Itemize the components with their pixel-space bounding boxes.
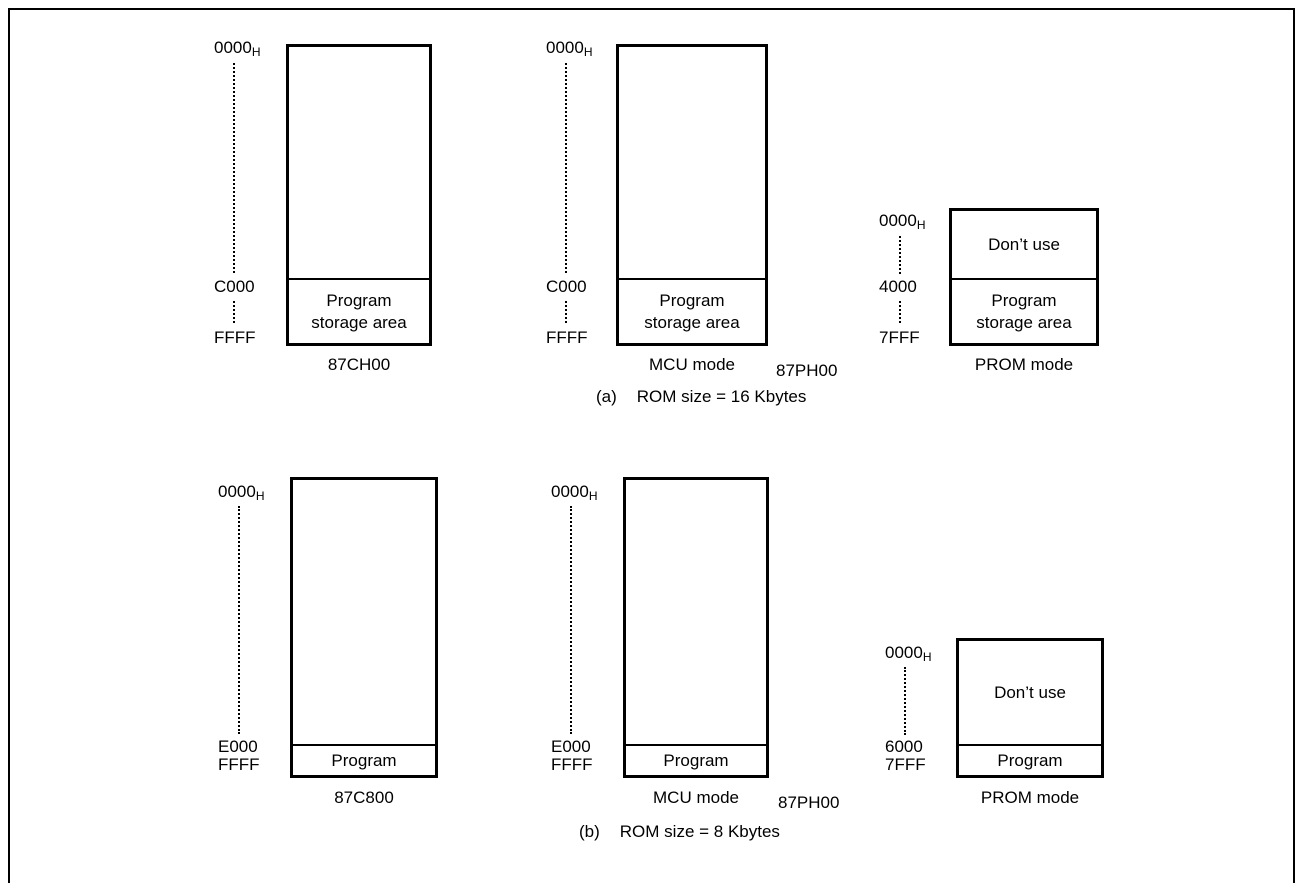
start-address: 0000H	[214, 38, 261, 59]
region-divider	[626, 744, 766, 746]
end-address: FFFF	[551, 755, 593, 774]
program-storage-area: Program storage area	[311, 290, 407, 332]
start-address: 0000H	[879, 211, 926, 232]
start-address: 0000H	[551, 482, 598, 503]
memory-block: Program	[623, 477, 769, 778]
start-address: 0000H	[885, 643, 932, 664]
caption-letter: (a)	[596, 387, 617, 406]
device-name: 87CH00	[327, 355, 391, 374]
address-dots	[233, 63, 235, 273]
dont-use-area: Don’t use	[994, 682, 1066, 702]
boundary-address: C000	[214, 277, 255, 296]
program-area: Program	[331, 750, 397, 770]
address-dots	[233, 301, 235, 323]
address-dots	[570, 506, 572, 734]
mode-name: PROM mode	[974, 355, 1074, 374]
address-dots	[565, 301, 567, 323]
start-address: 0000H	[546, 38, 593, 59]
memory-block: Program storage area	[286, 44, 432, 346]
program-area: Program	[663, 750, 729, 770]
mode-name: PROM mode	[980, 788, 1080, 807]
caption-a: (a) ROM size = 16 Kbytes	[596, 387, 806, 407]
boundary-address: C000	[546, 277, 587, 296]
program-storage-area: Program storage area	[976, 290, 1072, 332]
boundary-address: E000	[551, 737, 591, 756]
caption-letter: (b)	[579, 822, 600, 841]
dont-use-area: Don’t use	[988, 234, 1060, 254]
program-storage-area: Program storage area	[644, 290, 740, 332]
boundary-address: E000	[218, 737, 258, 756]
boundary-address: 4000	[879, 277, 917, 296]
memory-block: Don’t use Program storage area	[949, 208, 1099, 346]
boundary-address: 6000	[885, 737, 923, 756]
part-number: 87PH00	[778, 793, 840, 812]
mode-name: MCU mode	[649, 355, 735, 374]
memory-block: Program storage area	[616, 44, 768, 346]
program-area: Program	[997, 750, 1063, 770]
memory-block: Don’t use Program	[956, 638, 1104, 778]
end-address: FFFF	[546, 328, 588, 347]
region-divider	[959, 744, 1101, 746]
region-divider	[293, 744, 435, 746]
memory-block: Program	[290, 477, 438, 778]
region-divider	[619, 278, 765, 280]
device-name: 87C800	[334, 788, 394, 807]
address-dots	[238, 506, 240, 734]
figure-frame	[8, 8, 1295, 883]
region-divider	[952, 278, 1096, 280]
end-address: FFFF	[214, 328, 256, 347]
start-address: 0000H	[218, 482, 265, 503]
end-address: 7FFF	[885, 755, 926, 774]
address-dots	[899, 301, 901, 323]
caption-b: (b) ROM size = 8 Kbytes	[579, 822, 780, 842]
caption-text: ROM size = 16 Kbytes	[636, 387, 807, 406]
end-address: FFFF	[218, 755, 260, 774]
address-dots	[904, 667, 906, 735]
caption-text: ROM size = 8 Kbytes	[619, 822, 780, 841]
address-dots	[565, 63, 567, 273]
part-number: 87PH00	[776, 361, 838, 380]
region-divider	[289, 278, 429, 280]
end-address: 7FFF	[879, 328, 920, 347]
mode-name: MCU mode	[653, 788, 739, 807]
address-dots	[899, 236, 901, 274]
